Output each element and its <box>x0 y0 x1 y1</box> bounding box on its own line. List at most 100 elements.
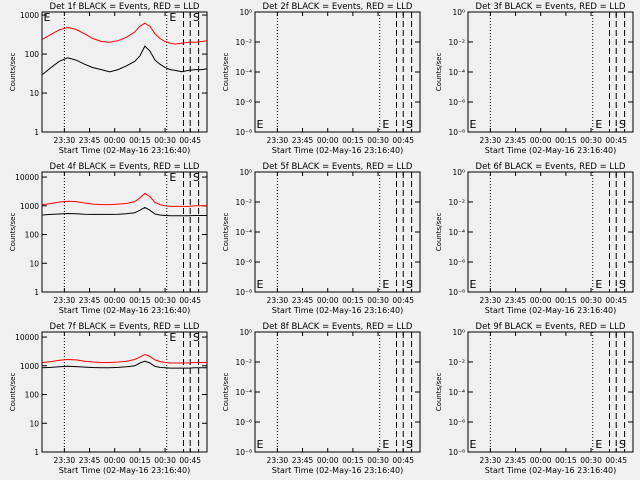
panel-det6f: Det 6f BLACK = Events, RED = LLD Counts/s… <box>435 162 634 315</box>
x-tick-label: 23:30 <box>54 296 76 305</box>
marker-letter-e: E <box>169 331 176 344</box>
x-tick-label: 00:15 <box>555 136 577 145</box>
marker-letter-s: S <box>406 278 413 291</box>
x-tick-label: 00:45 <box>392 296 414 305</box>
series-line-lld <box>42 22 208 45</box>
x-tick-label: 00:15 <box>342 296 364 305</box>
x-tick-label: 00:30 <box>580 136 602 145</box>
marker-letter-e: E <box>595 438 602 451</box>
y-tick-label: 10⁻⁸ <box>448 288 465 297</box>
panel-title: Det 6f BLACK = Events, RED = LLD <box>476 162 626 172</box>
x-tick-label: 23:45 <box>79 456 101 465</box>
x-axis-label: Start Time (02-May-16 23:16:40) <box>59 466 190 475</box>
y-tick-label: 10⁰ <box>452 328 465 337</box>
plot-frame <box>467 11 634 133</box>
x-tick-label: 00:30 <box>367 456 389 465</box>
y-tick-label: 10⁻⁶ <box>235 258 252 267</box>
y-tick-label: 100 <box>25 50 40 59</box>
plot-frame <box>467 171 634 293</box>
plot-frame <box>41 331 208 453</box>
marker-letter-e: E <box>595 278 602 291</box>
y-tick-label: 10⁻² <box>235 38 252 47</box>
marker-letter-s: S <box>619 118 626 131</box>
panel-title: Det 2f BLACK = Events, RED = LLD <box>263 2 413 12</box>
x-tick-label: 00:00 <box>530 456 552 465</box>
y-tick-label: 10000 <box>15 173 39 182</box>
y-tick-label: 10⁻⁴ <box>448 68 465 77</box>
x-tick-label: 00:00 <box>530 136 552 145</box>
x-tick-label: 00:45 <box>605 296 627 305</box>
x-tick-label: 23:45 <box>79 296 101 305</box>
marker-letter-s: S <box>193 331 200 344</box>
panel-title: Det 4f BLACK = Events, RED = LLD <box>50 162 200 172</box>
panel-det7f: Det 7f BLACK = Events, RED = LLD Counts/s… <box>9 322 208 475</box>
plot-frame <box>254 11 421 133</box>
y-tick-label: 10 <box>29 419 39 428</box>
panel-title: Det 5f BLACK = Events, RED = LLD <box>263 162 413 172</box>
y-tick-label: 10⁰ <box>452 168 465 177</box>
x-tick-label: 00:30 <box>580 456 602 465</box>
marker-letter-e: E <box>257 438 264 451</box>
x-tick-label: 23:45 <box>505 136 527 145</box>
y-tick-label: 10⁻² <box>235 358 252 367</box>
marker-letter-e: E <box>257 278 264 291</box>
y-tick-label: 1000 <box>20 11 39 20</box>
series-line-events <box>42 206 207 217</box>
marker-letter-e: E <box>257 118 264 131</box>
y-axis-label: Counts/sec <box>222 53 230 92</box>
x-tick-label: 00:00 <box>104 136 126 145</box>
x-tick-label: 23:30 <box>267 136 289 145</box>
panel-title: Det 1f BLACK = Events, RED = LLD <box>50 2 200 12</box>
x-tick-label: 00:00 <box>530 296 552 305</box>
y-tick-label: 10000 <box>15 333 39 342</box>
x-axis-label: Start Time (02-May-16 23:16:40) <box>272 306 403 315</box>
panel-det4f: Det 4f BLACK = Events, RED = LLD Counts/s… <box>9 162 208 315</box>
panel-det5f: Det 5f BLACK = Events, RED = LLD Counts/s… <box>222 162 421 315</box>
y-tick-label: 10⁻⁸ <box>235 448 252 457</box>
series-line-events <box>42 45 208 75</box>
marker-letter-s: S <box>193 11 200 24</box>
panel-det9f: Det 9f BLACK = Events, RED = LLD Counts/s… <box>435 322 634 475</box>
y-axis-label: Counts/sec <box>9 53 17 92</box>
y-tick-label: 1000 <box>20 202 39 211</box>
x-tick-label: 00:15 <box>342 456 364 465</box>
y-axis-label: Counts/sec <box>9 213 17 252</box>
y-tick-label: 10⁻⁶ <box>448 258 465 267</box>
y-tick-label: 10⁻² <box>235 198 252 207</box>
y-tick-label: 10⁻⁴ <box>448 388 465 397</box>
y-tick-label: 10⁻⁴ <box>235 68 252 77</box>
x-axis-label: Start Time (02-May-16 23:16:40) <box>59 146 190 155</box>
x-axis-label: Start Time (02-May-16 23:16:40) <box>485 466 616 475</box>
x-tick-label: 00:30 <box>367 296 389 305</box>
x-tick-label: 00:00 <box>104 296 126 305</box>
marker-letter-e: E <box>382 438 389 451</box>
marker-letter-s: S <box>193 171 200 184</box>
plot-frame <box>254 331 421 453</box>
y-tick-label: 10⁻⁸ <box>235 128 252 137</box>
y-axis-label: Counts/sec <box>9 373 17 412</box>
x-tick-label: 00:30 <box>154 296 176 305</box>
x-tick-label: 23:45 <box>292 136 314 145</box>
y-tick-label: 1000 <box>20 362 39 371</box>
x-tick-label: 23:30 <box>267 296 289 305</box>
y-tick-label: 10 <box>29 259 39 268</box>
x-axis-label: Start Time (02-May-16 23:16:40) <box>272 466 403 475</box>
y-tick-label: 10⁻² <box>448 358 465 367</box>
x-tick-label: 00:00 <box>317 136 339 145</box>
y-tick-label: 100 <box>25 231 40 240</box>
x-tick-label: 00:15 <box>129 456 151 465</box>
marker-letter-e: E <box>44 11 51 24</box>
y-tick-label: 10⁻² <box>448 198 465 207</box>
panel-title: Det 7f BLACK = Events, RED = LLD <box>50 322 200 332</box>
x-tick-label: 00:00 <box>317 456 339 465</box>
marker-letter-e: E <box>470 438 477 451</box>
y-tick-label: 10⁻⁸ <box>448 448 465 457</box>
x-axis-label: Start Time (02-May-16 23:16:40) <box>59 306 190 315</box>
x-tick-label: 23:30 <box>54 136 76 145</box>
y-tick-label: 1 <box>34 288 39 297</box>
x-tick-label: 00:45 <box>392 136 414 145</box>
y-tick-label: 1 <box>34 128 39 137</box>
y-tick-label: 10⁻⁶ <box>448 98 465 107</box>
x-tick-label: 23:30 <box>267 456 289 465</box>
